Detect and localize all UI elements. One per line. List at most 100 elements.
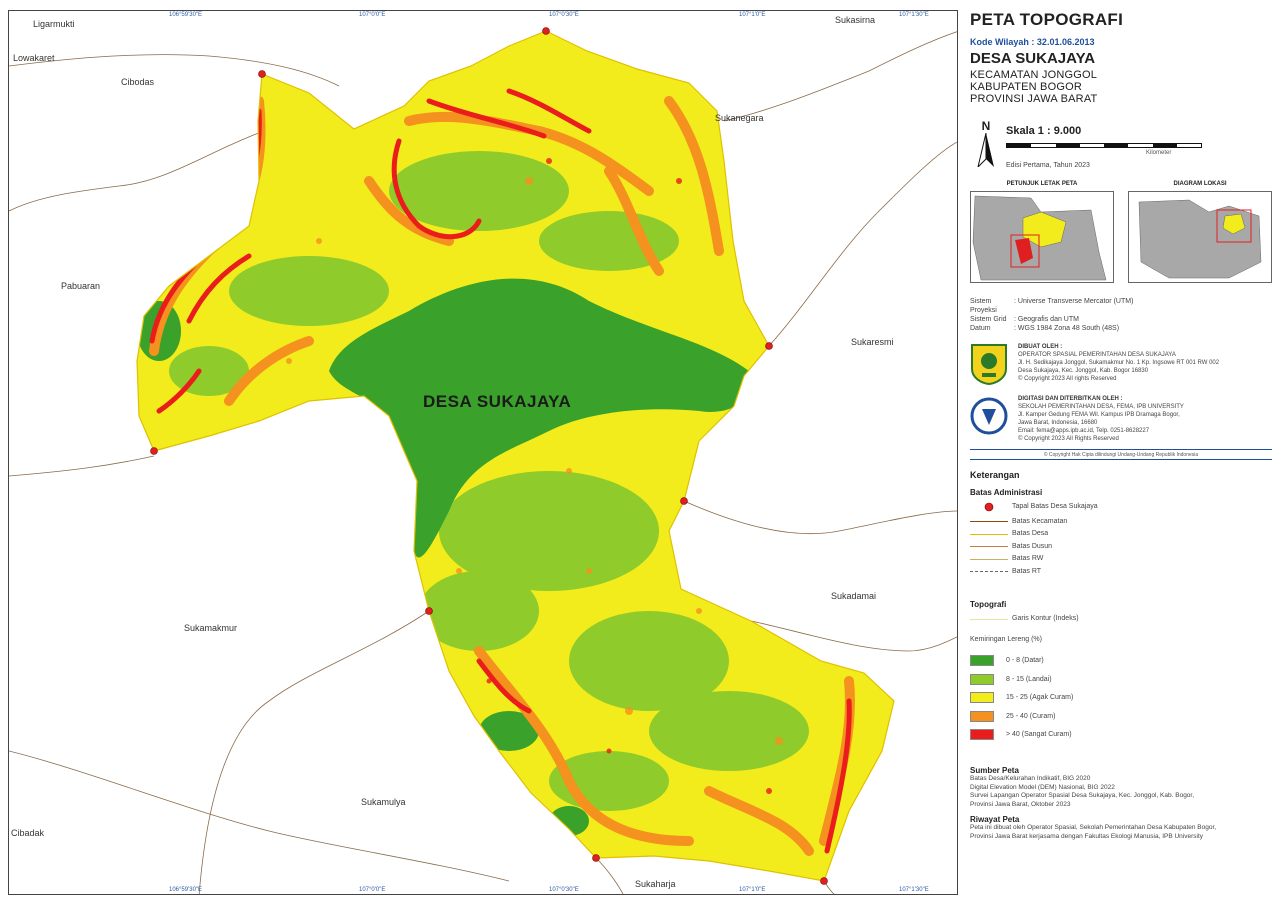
bottom-tick: 107°1'0"E	[739, 887, 766, 893]
map-info-panel: PETA TOPOGRAFI Kode Wilayah : 32.01.06.2…	[970, 10, 1272, 895]
scale-bar	[1006, 143, 1202, 148]
slope-label: 8 - 15 (Landai)	[1006, 675, 1052, 683]
source-line: Batas Desa/Kelurahan Indikatif, BIG 2020	[970, 775, 1091, 782]
slope-class: 25 - 40 (Curam)	[970, 707, 1272, 726]
boundary-markers	[150, 27, 828, 885]
place-lowakaret: Lowakaret	[13, 53, 55, 63]
projection-value: : Universe Transverse Mercator (UTM)	[1014, 298, 1134, 305]
admin-hierarchy: KECAMATAN JONGGOL KABUPATEN BOGOR PROVIN…	[970, 69, 1272, 105]
line-symbol	[970, 554, 1008, 564]
legend-item-line: Batas RW	[970, 553, 1272, 566]
copyright-line: © Copyright Hak Cipta dilindungi Undang-…	[970, 449, 1272, 460]
projection-info: Sistem Proyeksi : Universe Transverse Mer…	[970, 297, 1272, 333]
place-cibodas: Cibodas	[121, 77, 155, 87]
inset-map-right	[1128, 191, 1272, 283]
legend-label: Batas RT	[1012, 567, 1042, 575]
legend-label: Garis Kontur (Indeks)	[1012, 615, 1079, 623]
legend-item-contour: Garis Kontur (Indeks)	[970, 613, 1272, 626]
village-label: DESA SUKAJAYA	[423, 392, 572, 411]
credit-publisher-head: DIGITASI DAN DITERBITKAN OLEH :	[1018, 396, 1123, 402]
history-title: Riwayat Peta	[970, 815, 1020, 824]
history-list: Peta ini dibuat oleh Operator Spasial, S…	[970, 824, 1272, 841]
projection-key: Sistem Proyeksi	[970, 298, 997, 314]
legend-label: Batas Dusun	[1012, 542, 1053, 550]
inset-map-left	[970, 191, 1114, 283]
slope-class: 0 - 8 (Datar)	[970, 652, 1272, 671]
north-letter: N	[981, 119, 991, 133]
projection-value: : WGS 1984 Zona 48 South (48S)	[1014, 325, 1120, 332]
bottom-tick: 107°0'30"E	[549, 887, 579, 893]
bottom-tick: 107°0'0"E	[359, 887, 386, 893]
village-title: DESA SUKAJAYA	[970, 50, 1096, 67]
regency-name: KABUPATEN BOGOR	[970, 81, 1083, 93]
map-frame[interactable]: DESA SUKAJAYA Ligarmukti Lowakaret Cibod…	[8, 10, 958, 895]
place-cibadak: Cibadak	[11, 828, 45, 838]
place-sukaharja: Sukaharja	[635, 879, 676, 889]
source-title: Sumber Peta	[970, 766, 1019, 775]
scale-text: Skala 1 : 9.000	[1006, 125, 1082, 137]
regional-inset[interactable]: DIAGRAM LOKASI	[1128, 181, 1272, 283]
source-list: Batas Desa/Kelurahan Indikatif, BIG 2020…	[970, 775, 1272, 809]
location-inset[interactable]: PETUNJUK LETAK PETA	[970, 181, 1114, 283]
projection-key: Datum	[970, 325, 991, 332]
slope-classes: 0 - 8 (Datar) 8 - 15 (Landai) 15 - 25 (A…	[970, 652, 1272, 745]
place-sukamakmur: Sukamakmur	[184, 623, 238, 633]
slope-label: 0 - 8 (Datar)	[1006, 657, 1044, 665]
contour-symbol	[970, 614, 1008, 624]
slope-label: 15 - 25 (Agak Curam)	[1006, 694, 1074, 702]
line-symbol	[970, 541, 1008, 551]
inset-regency-map	[1138, 199, 1262, 279]
scale-unit: Kilometer	[1146, 150, 1172, 156]
line-symbol	[970, 566, 1008, 576]
north-arrow-icon	[977, 132, 994, 169]
slope-class: 8 - 15 (Landai)	[970, 670, 1272, 689]
place-sukamulya: Sukamulya	[361, 797, 406, 807]
top-tick: 106°59'30"E	[169, 12, 203, 18]
credit-line: Desa Sukajaya, Kec. Jonggol, Kab. Bogor …	[1018, 368, 1149, 374]
slope-class: 15 - 25 (Agak Curam)	[970, 689, 1272, 708]
credit-line: Jawa Barat, Indonesia, 16680	[1018, 420, 1098, 426]
place-sukadamai: Sukadamai	[831, 591, 877, 601]
slope-class: > 40 (Sangat Curam)	[970, 726, 1272, 745]
slope-swatch	[970, 729, 994, 741]
credit-publisher: DIGITASI DAN DITERBITKAN OLEH : SEKOLAH …	[970, 395, 1272, 443]
province-name: PROVINSI JAWA BARAT	[970, 93, 1098, 105]
topographic-map[interactable]	[9, 11, 958, 895]
credit-line: Email: fema@apps.ipb.ac.id, Telp. 0251-8…	[1018, 428, 1150, 434]
inset-district-map	[972, 195, 1107, 281]
slope-swatch	[970, 710, 994, 722]
marker-symbol	[970, 501, 1008, 512]
top-tick: 107°0'30"E	[549, 12, 579, 18]
credit-maker-text: DIBUAT OLEH : OPERATOR SPASIAL PEMERINTA…	[1018, 343, 1219, 385]
scale-block: N Skala 1 : 9.000 Kilometer Edisi Pertam…	[970, 115, 1272, 173]
bottom-tick: 106°59'30"E	[169, 887, 203, 893]
legend-label: Tapal Batas Desa Sukajaya	[1012, 502, 1098, 510]
topo-legend-title: Topografi	[970, 599, 1007, 609]
inset-title-right: DIAGRAM LOKASI	[1173, 181, 1227, 187]
legend-item-line: Batas Dusun	[970, 540, 1272, 553]
slope-swatch	[970, 692, 994, 704]
credit-line: © Copyright 2023 All Rights Reserved	[1018, 436, 1119, 442]
credit-line: Jl. H. Sedikajaya Jonggol, Sukamakmur No…	[1018, 360, 1220, 366]
place-sukanegara: Sukanegara	[715, 113, 764, 123]
history-line: Provinsi Jawa Barat kerjasama dengan Fak…	[970, 832, 1204, 840]
inset-maps: PETUNJUK LETAK PETA DIAGRAM LOKASI	[970, 181, 1272, 283]
legend-label: Kemiringan Lereng (%)	[970, 635, 1042, 643]
slope-swatch	[970, 655, 994, 667]
legend-label: Batas Kecamatan	[1012, 517, 1068, 525]
credit-line: SEKOLAH PEMERINTAHAN DESA, FEMA, IPB UNI…	[1018, 404, 1184, 410]
projection-value: : Geografis dan UTM	[1014, 316, 1079, 323]
source-line: Provinsi Jawa Barat, Oktober 2023	[970, 800, 1071, 808]
projection-row: Sistem Proyeksi : Universe Transverse Mer…	[970, 297, 1272, 315]
place-sukaresmi: Sukaresmi	[851, 337, 894, 347]
line-symbol	[970, 529, 1008, 539]
bottom-tick: 107°1'30"E	[899, 887, 929, 893]
legend-item-line: Batas RT	[970, 565, 1272, 578]
region-code: Kode Wilayah : 32.01.06.2013	[970, 37, 1095, 47]
regency-emblem-icon	[971, 344, 1007, 385]
place-pabuaran: Pabuaran	[61, 281, 101, 291]
edition-text: Edisi Pertama, Tahun 2023	[1006, 162, 1090, 169]
inset-title-left: PETUNJUK LETAK PETA	[1006, 181, 1078, 187]
place-sukasirna: Sukasirna	[835, 15, 876, 25]
slope-label: > 40 (Sangat Curam)	[1006, 731, 1072, 739]
